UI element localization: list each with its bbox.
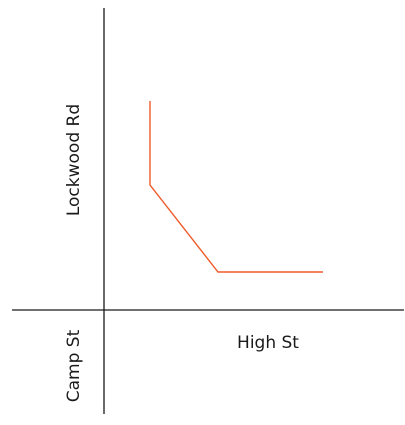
- road-label-camp-st: Camp St: [64, 329, 84, 402]
- road-label-high-st: High St: [237, 333, 299, 353]
- route-path: [149, 101, 323, 273]
- road-label-lockwood-rd: Lockwood Rd: [64, 104, 84, 216]
